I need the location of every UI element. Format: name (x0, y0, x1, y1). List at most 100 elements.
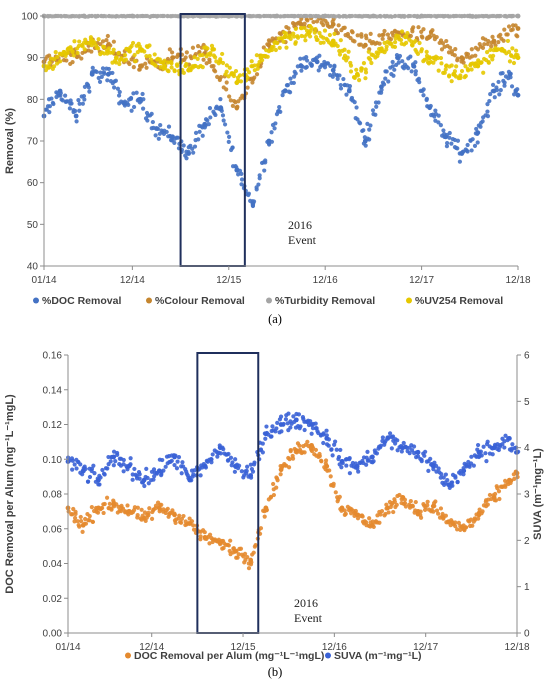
data-point (102, 51, 107, 56)
data-point (287, 457, 292, 462)
data-point (221, 118, 226, 123)
data-point (58, 59, 63, 64)
data-point (92, 471, 97, 476)
data-point (440, 41, 446, 46)
data-point (157, 507, 163, 512)
data-point (284, 31, 289, 36)
data-point (226, 139, 231, 144)
legend-a: %DOC Removal %Colour Removal %Turbidity Re… (33, 295, 503, 307)
data-point (275, 478, 280, 483)
data-point (75, 50, 80, 56)
data-point (271, 492, 277, 498)
data-point (100, 39, 106, 44)
data-point (280, 93, 285, 98)
y2-tick-label: 6 (524, 351, 530, 362)
data-point (70, 60, 75, 65)
event-label-a-line1: 2016 (288, 218, 312, 232)
data-point (408, 54, 413, 59)
data-point (236, 99, 241, 104)
data-point (211, 64, 216, 69)
data-point (485, 114, 491, 119)
data-point (158, 123, 163, 128)
data-point (140, 513, 145, 518)
data-point (355, 73, 361, 78)
data-point (63, 93, 68, 98)
data-point (251, 550, 256, 555)
data-point (381, 82, 387, 87)
data-point (73, 515, 78, 521)
data-point (507, 59, 513, 64)
data-point (151, 477, 156, 482)
data-point (461, 60, 466, 65)
data-point (297, 20, 303, 25)
data-point (481, 70, 486, 75)
data-point (491, 53, 496, 58)
data-point (105, 33, 110, 39)
data-point (343, 511, 348, 517)
data-point (94, 69, 99, 74)
data-point (274, 485, 279, 490)
data-point (297, 443, 302, 448)
data-point (327, 32, 332, 38)
data-point (72, 39, 77, 44)
data-point (137, 67, 142, 72)
data-point (207, 532, 213, 537)
data-point (348, 60, 353, 66)
legend-label: DOC Removal per Alum (mg⁻¹L⁻¹mgL) (134, 650, 324, 662)
data-point (73, 113, 79, 119)
data-point (137, 472, 142, 477)
data-point (239, 171, 244, 176)
data-point (87, 513, 92, 519)
data-point (126, 102, 131, 107)
data-point (371, 524, 376, 530)
data-point (230, 145, 235, 150)
data-point (141, 97, 146, 102)
legend-item: %Turbidity Removal (266, 295, 375, 307)
data-point (485, 102, 490, 107)
data-point (355, 516, 361, 521)
data-point (338, 38, 343, 43)
data-point (429, 13, 434, 19)
data-point (173, 453, 178, 458)
y-tick-label: 90 (27, 53, 39, 64)
data-point (258, 526, 264, 531)
x-tick-label: 12/18 (504, 642, 529, 653)
data-point (511, 60, 517, 66)
data-point (200, 133, 205, 138)
data-point (474, 126, 479, 132)
data-point (439, 47, 445, 52)
data-point (353, 508, 358, 514)
data-point (480, 119, 485, 124)
data-point (400, 59, 405, 64)
data-point (305, 18, 310, 23)
data-point (384, 47, 389, 52)
data-point (264, 507, 269, 513)
data-point (77, 39, 82, 44)
data-point (455, 146, 460, 151)
y-tick-label: 70 (27, 137, 39, 148)
data-point (101, 70, 107, 75)
data-point (224, 69, 229, 74)
x-tick-label: 12/18 (505, 275, 530, 286)
data-point (328, 63, 333, 69)
data-point (159, 471, 164, 477)
data-point (399, 449, 404, 454)
data-point (165, 60, 170, 65)
data-point (304, 55, 309, 60)
data-point (321, 35, 326, 40)
data-point (332, 64, 337, 69)
data-point (54, 61, 60, 66)
data-point (125, 503, 130, 508)
data-point (281, 421, 286, 427)
data-point (80, 529, 85, 534)
x-tick-label: 12/14 (120, 275, 145, 286)
data-point (380, 36, 385, 41)
data-point (476, 58, 481, 63)
data-point (418, 515, 424, 520)
data-point (201, 57, 206, 62)
data-point (324, 433, 329, 438)
data-point (86, 85, 91, 90)
data-point (49, 96, 54, 101)
data-point (361, 60, 367, 66)
data-point (281, 39, 286, 44)
